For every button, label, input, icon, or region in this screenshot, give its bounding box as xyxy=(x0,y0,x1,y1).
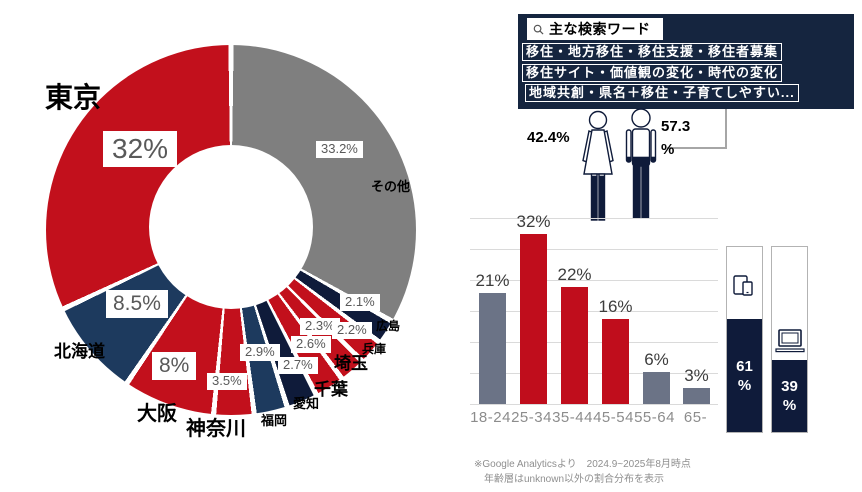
donut-hole xyxy=(149,145,313,309)
device-fill-mobile: 61 % xyxy=(727,319,762,432)
device-value: 39 xyxy=(781,377,798,395)
donut-label-kanagawa: 神奈川 xyxy=(186,418,246,440)
age-bar-column: 3% xyxy=(683,366,710,404)
connector-line-horizontal xyxy=(667,147,727,149)
donut-pct-fukuoka: 2.9% xyxy=(240,344,280,361)
device-fill-desktop: 39 % xyxy=(772,359,807,432)
gridline xyxy=(470,249,718,250)
age-bar xyxy=(643,372,670,404)
age-tick: 55-64 xyxy=(634,409,675,426)
age-bar-chart: 21% 32% 22% 16% 6% 3% xyxy=(470,212,718,404)
age-bar-value: 22% xyxy=(557,265,592,285)
male-percentage: 57.3 % xyxy=(661,115,690,161)
device-value: 61 xyxy=(736,357,753,375)
search-keywords-title: 主な検索ワード xyxy=(549,21,651,37)
footnote-source: ※Google Analyticsより 2024.9~2025年8月時点 xyxy=(474,459,691,470)
gridline xyxy=(470,218,718,219)
female-percentage: 42.4% xyxy=(527,129,570,146)
age-bar-value: 32% xyxy=(516,212,551,232)
age-bar-column: 6% xyxy=(643,350,670,404)
age-bar xyxy=(561,287,588,404)
search-icon xyxy=(533,24,544,35)
male-percentage-value: 57.3 xyxy=(661,118,691,135)
donut-label-other: その他 xyxy=(371,179,411,194)
donut-pct-tokyo: 32% xyxy=(103,131,178,168)
search-keywords-panel: 主な検索ワード 移住・地方移住・移住支援・移住者募集 移住サイト・価値観の変化・… xyxy=(518,14,854,109)
keyword-line: 地域共創・県名＋移住・子育てしやすい... xyxy=(525,84,799,102)
mobile-tablet-icon xyxy=(732,275,753,296)
age-bar-column: 22% xyxy=(557,265,592,404)
donut-pct-aichi: 2.7% xyxy=(278,357,318,374)
keyword-line: 移住・地方移住・移住支援・移住者募集 xyxy=(522,43,783,61)
donut-label-tokyo: 東京 xyxy=(45,82,102,113)
age-bar xyxy=(520,234,547,404)
male-percentage-unit: % xyxy=(661,141,675,158)
donut-pct-other: 33.2% xyxy=(316,141,363,158)
device-bar-desktop: 39 % xyxy=(771,246,808,433)
donut-label-aichi: 愛知 xyxy=(293,396,320,411)
gridline xyxy=(470,373,718,374)
donut-pct-hokkaido: 8.5% xyxy=(106,290,168,319)
gridline xyxy=(470,342,718,343)
keyword-line: 移住サイト・価値観の変化・時代の変化 xyxy=(522,64,783,82)
donut-label-chiba: 千葉 xyxy=(314,380,348,399)
device-unit: % xyxy=(737,376,752,394)
device-label-mobile: 61 % xyxy=(736,357,753,395)
gridline xyxy=(470,311,718,312)
donut-pct-saitama: 2.3% xyxy=(300,318,340,335)
female-pictogram xyxy=(582,110,614,221)
donut-label-hokkaido: 北海道 xyxy=(54,342,105,361)
age-tick: 45-54 xyxy=(593,409,634,426)
laptop-icon xyxy=(774,329,805,353)
donut-pct-hyogo: 2.2% xyxy=(332,322,372,339)
age-bar-column: 32% xyxy=(516,212,551,404)
donut-label-hiroshima: 広島 xyxy=(376,319,401,333)
age-tick: 35-44 xyxy=(552,409,593,426)
age-bar-column: 21% xyxy=(475,271,510,404)
donut-pct-chiba: 2.6% xyxy=(291,336,331,353)
search-keywords-header: 主な検索ワード xyxy=(527,18,663,40)
gridline xyxy=(470,280,718,281)
age-bar-value: 6% xyxy=(644,350,669,370)
age-bar xyxy=(602,319,629,404)
donut-pct-hiroshima: 2.1% xyxy=(340,294,380,311)
donut-label-hyogo: 兵庫 xyxy=(362,342,387,356)
donut-pct-osaka: 8% xyxy=(152,352,197,381)
age-bar xyxy=(683,388,710,404)
donut-label-osaka: 大阪 xyxy=(137,403,177,425)
device-label-desktop: 39 % xyxy=(781,377,798,415)
device-unit: % xyxy=(782,396,797,414)
age-bar-value: 21% xyxy=(475,270,510,290)
age-bar-column: 16% xyxy=(598,297,633,404)
male-pictogram xyxy=(625,108,657,219)
age-axis: 18-24 25-34 35-44 45-54 55-64 65- xyxy=(470,409,722,426)
age-tick: 18-24 xyxy=(470,409,511,426)
connector-line-vertical xyxy=(725,109,727,149)
age-tick: 25-34 xyxy=(511,409,552,426)
age-bar-value: 3% xyxy=(684,366,709,386)
device-bar-mobile: 61 % xyxy=(726,246,763,433)
gridline xyxy=(470,404,718,405)
donut-pct-kanagawa: 3.5% xyxy=(207,373,247,390)
age-bar xyxy=(479,292,506,404)
donut-label-saitama: 埼玉 xyxy=(334,354,368,373)
donut-label-fukuoka: 福岡 xyxy=(261,413,288,428)
age-tick: 65- xyxy=(683,409,708,426)
footnote-note: 年齢層はunknown以外の割合分布を表示 xyxy=(484,474,665,485)
age-bar-value: 16% xyxy=(598,297,633,316)
